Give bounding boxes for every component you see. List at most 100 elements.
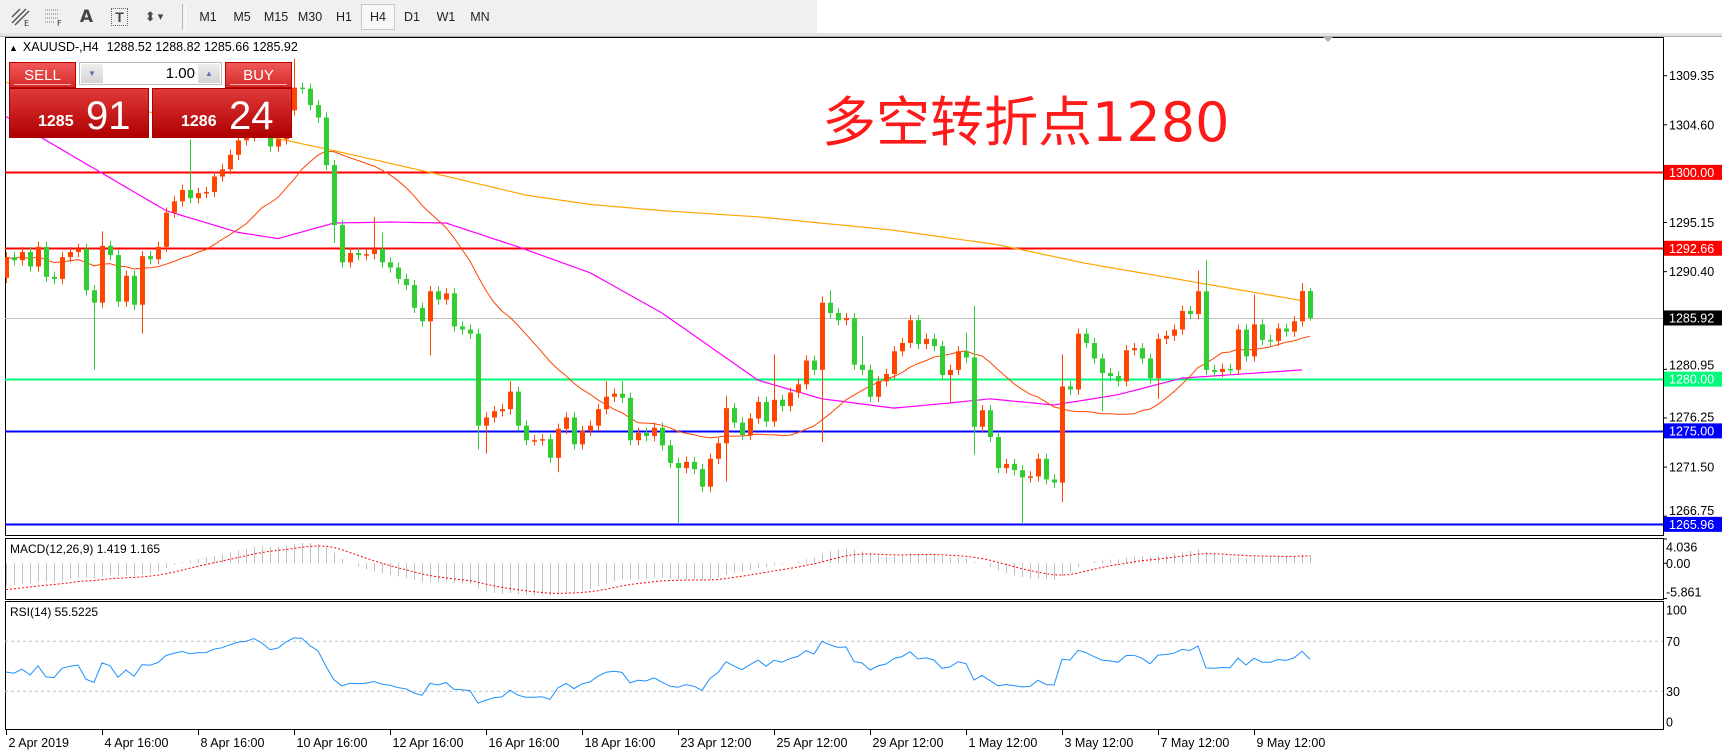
- price-tick-label: 1309.35: [1669, 69, 1714, 83]
- candle: [1052, 474, 1057, 488]
- sell-button[interactable]: SELL: [9, 62, 76, 88]
- lot-size-input[interactable]: 1.00: [165, 65, 195, 82]
- collapse-triangle-icon[interactable]: ▲: [9, 43, 18, 53]
- timeframe-m5[interactable]: M5: [233, 9, 251, 24]
- buy-button[interactable]: BUY: [225, 62, 292, 88]
- candle: [724, 395, 729, 482]
- candle-body: [500, 409, 505, 412]
- candle-body: [1116, 376, 1121, 382]
- candle-body: [796, 384, 801, 393]
- chart-shift-marker[interactable]: [1323, 37, 1333, 42]
- lot-decrease-icon[interactable]: ▼: [81, 64, 103, 83]
- candle: [524, 420, 529, 446]
- timeframe-w1[interactable]: W1: [436, 9, 456, 24]
- price-level-tag[interactable]: [1664, 310, 1722, 326]
- candle: [1196, 270, 1201, 320]
- candle-body: [980, 410, 985, 427]
- chart-header: ▲ XAUUSD-,H4 1288.52 1288.82 1285.66 1285.…: [9, 40, 298, 54]
- equidistant-channel-icon[interactable]: E: [4, 2, 37, 32]
- macd-panel[interactable]: [5, 538, 1664, 600]
- candle-body: [324, 117, 329, 166]
- candle: [668, 440, 673, 469]
- candle: [876, 376, 881, 402]
- rsi-line: [5, 637, 1311, 704]
- candle: [116, 249, 121, 307]
- sell-price-button[interactable]: 1285 91: [9, 88, 149, 138]
- candle-body: [364, 254, 369, 256]
- candle: [1276, 323, 1281, 347]
- candle-body: [188, 189, 193, 199]
- price-level-tag[interactable]: [1664, 240, 1722, 256]
- candle-body: [132, 275, 137, 305]
- candle: [1172, 324, 1177, 341]
- arrows-icon[interactable]: ⬍ ▾: [136, 2, 172, 32]
- price-level-tag[interactable]: [1664, 516, 1722, 532]
- candle-body: [1252, 324, 1257, 357]
- price-level-tag[interactable]: [1664, 423, 1722, 439]
- candle: [388, 257, 393, 273]
- candle-body: [76, 248, 81, 252]
- candle: [652, 422, 657, 442]
- candle-body: [1276, 328, 1281, 341]
- candle: [908, 315, 913, 349]
- timeframe-h4[interactable]: H4: [361, 3, 395, 30]
- candle: [420, 302, 425, 327]
- chevron-down-icon[interactable]: ▾: [157, 11, 164, 23]
- candle-body: [724, 408, 729, 444]
- candle-body: [1140, 348, 1145, 359]
- text-label-glyph: T: [111, 7, 128, 26]
- timeframe-mn[interactable]: MN: [470, 9, 490, 24]
- candle-body: [868, 369, 873, 397]
- candle-body: [852, 318, 857, 365]
- candle-body: [572, 417, 577, 445]
- candle: [1100, 353, 1105, 412]
- candle-body: [988, 410, 993, 438]
- candle-body: [180, 189, 185, 202]
- time-tick-label: 16 Apr 16:00: [489, 736, 560, 750]
- buy-price-button[interactable]: 1286 24: [152, 88, 292, 138]
- macd-tick-label: -5.861: [1666, 586, 1701, 600]
- candle: [476, 328, 481, 450]
- candle: [1156, 333, 1161, 399]
- symbol-label: XAUUSD-,H4: [22, 40, 99, 54]
- candle-body: [1228, 368, 1233, 371]
- candle: [332, 159, 337, 243]
- candle-body: [108, 245, 113, 256]
- time-tick-label: 2 Apr 2019: [9, 736, 70, 750]
- candle: [1228, 363, 1233, 376]
- candle-body: [44, 246, 49, 277]
- timeframe-h1[interactable]: H1: [336, 9, 352, 24]
- price-level-tag[interactable]: [1664, 371, 1722, 387]
- text-icon[interactable]: A: [70, 2, 103, 32]
- fibonacci-icon[interactable]: F: [37, 2, 70, 32]
- candle: [1204, 260, 1209, 376]
- candle-body: [1268, 339, 1273, 342]
- text-label-icon[interactable]: T: [103, 2, 136, 32]
- candle: [1044, 453, 1049, 485]
- candle: [1260, 319, 1265, 346]
- candle: [1180, 305, 1185, 335]
- candle: [292, 58, 297, 116]
- time-tick-label: 8 Apr 16:00: [201, 736, 265, 750]
- rsi-panel[interactable]: [5, 601, 1664, 730]
- timeframe-m1[interactable]: M1: [199, 9, 217, 24]
- candle: [372, 216, 377, 260]
- lot-size-stepper[interactable]: ▼ 1.00 ▲: [79, 62, 222, 85]
- candle-body: [1092, 342, 1097, 359]
- lot-increase-icon[interactable]: ▲: [198, 64, 220, 83]
- candle-body: [164, 212, 169, 247]
- price-level-tag[interactable]: [1664, 164, 1722, 180]
- timeframe-m15[interactable]: M15: [263, 9, 289, 24]
- candle-body: [836, 313, 841, 321]
- timeframe-d1[interactable]: D1: [404, 9, 420, 24]
- timeframe-m30[interactable]: M30: [297, 9, 323, 24]
- candle: [892, 346, 897, 380]
- candle: [676, 457, 681, 523]
- candle-body: [1172, 329, 1177, 336]
- candle: [60, 251, 65, 285]
- rsi-tick-label: 30: [1666, 685, 1680, 699]
- candle-body: [1068, 386, 1073, 390]
- candle-body: [1260, 324, 1265, 340]
- candle-body: [1044, 458, 1049, 480]
